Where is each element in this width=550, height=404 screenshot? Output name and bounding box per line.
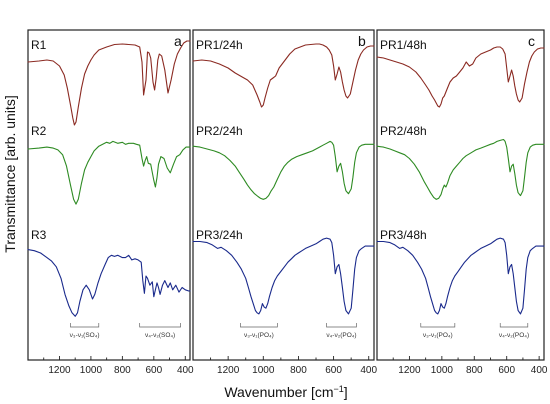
vibration-bracket — [499, 323, 529, 328]
x-tick-label: 600 — [325, 365, 342, 376]
x-tick-label: 600 — [498, 365, 515, 376]
vibration-bracket — [326, 323, 357, 328]
series-label: PR3/48h — [380, 228, 427, 242]
vibration-annotation: ν₃-ν₁(PO₄) — [423, 332, 453, 339]
x-tick-label: 1200 — [217, 365, 240, 376]
spectrum-pr2-48h — [376, 138, 545, 200]
series-label: PR1/24h — [196, 38, 243, 52]
panel-letter: c — [528, 33, 535, 49]
spectrum-r3 — [27, 249, 191, 317]
series-label: PR2/48h — [380, 124, 427, 138]
panel-frame — [192, 29, 375, 361]
spectrum-pr3-24h — [192, 237, 375, 315]
spectrum-pr2-24h — [192, 140, 375, 200]
panel-frame — [376, 29, 545, 361]
spectrum-pr3-48h — [376, 237, 545, 315]
x-tick-label: 1200 — [48, 365, 71, 376]
x-tick-label: 600 — [145, 365, 162, 376]
vibration-annotation: ν₃-ν₁(PO₄) — [244, 332, 274, 339]
panel-letter: a — [174, 33, 182, 49]
x-tick-label: 800 — [466, 365, 483, 376]
series-label: R2 — [31, 124, 47, 138]
spectrum-pr1-48h — [376, 46, 545, 108]
vibration-bracket — [240, 323, 278, 328]
vibration-annotation: ν₄-ν₂(PO₄) — [499, 332, 529, 339]
vibration-annotation: ν₃-ν₁(SO₄) — [70, 332, 100, 339]
spectrum-r2 — [27, 140, 191, 205]
x-tick-label: 1200 — [398, 365, 421, 376]
panel-b: 1200 1000 800 600 400 PR1/24h PR2/24h PR3/24h b ν… — [192, 29, 378, 376]
spectrum-r1 — [27, 40, 191, 126]
x-axis-title: Wavenumber [cm−1] — [224, 384, 347, 400]
vibration-bracket — [420, 323, 456, 328]
vibration-bracket — [70, 323, 100, 328]
vibration-bracket — [139, 323, 181, 328]
series-label: PR3/24h — [196, 228, 243, 242]
panel-c: 1200 1000 800 600 400 PR1/48h PR2/48h PR3/48h c ν… — [376, 29, 548, 376]
panel-a: 1200 1000 800 600 400 R1 R2 R3 a ν₃-ν₁(SO₄) ν₄-ν₂(… — [27, 29, 194, 376]
series-label: PR2/24h — [196, 124, 243, 138]
panel-letter: b — [358, 33, 366, 49]
spectrum-pr1-24h — [192, 43, 375, 108]
series-label: PR1/48h — [380, 38, 427, 52]
x-tick-label: 400 — [360, 365, 377, 376]
x-tick-label: 400 — [177, 365, 194, 376]
x-tick-label: 400 — [531, 365, 548, 376]
x-tick-label: 1000 — [80, 365, 103, 376]
x-tick-label: 800 — [114, 365, 131, 376]
series-label: R3 — [31, 228, 47, 242]
vibration-annotation: ν₄-ν₂(SO₄) — [145, 332, 175, 339]
x-tick-label: 1000 — [252, 365, 275, 376]
series-label: R1 — [31, 38, 47, 52]
x-tick-label: 800 — [290, 365, 307, 376]
panel-frame — [27, 29, 191, 361]
vibration-annotation: ν₄-ν₂(PO₄) — [326, 332, 356, 339]
y-axis-title: Transmittance [arb. units] — [2, 95, 18, 252]
x-tick-label: 1000 — [431, 365, 454, 376]
